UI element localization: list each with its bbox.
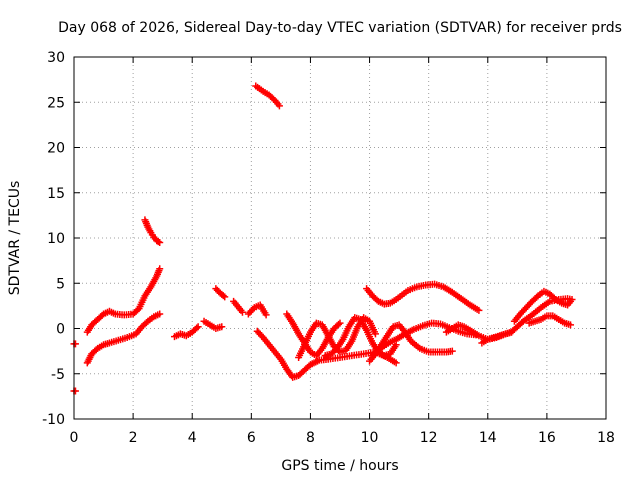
y-tick-label: 20 [47, 141, 65, 157]
series-s5 [141, 216, 164, 247]
series-s7 [200, 317, 226, 332]
series-s22 [510, 287, 575, 325]
data-point [156, 310, 164, 318]
data-point [567, 321, 575, 329]
series-s23 [525, 312, 575, 329]
series-s2 [70, 387, 79, 395]
series-s10 [244, 301, 270, 319]
data-point [567, 297, 575, 305]
x-axis-label: GPS time / hours [281, 458, 398, 474]
data-point [371, 330, 379, 338]
x-tick-label: 18 [597, 430, 615, 446]
data-point [221, 293, 229, 301]
data-point [193, 324, 201, 332]
series-s6 [170, 323, 202, 341]
grid [74, 57, 606, 419]
data-point [392, 359, 400, 367]
y-tick-label: 5 [56, 276, 65, 292]
plot-frame [73, 56, 607, 420]
data-point [238, 308, 246, 316]
data-point [219, 292, 227, 300]
data-point [475, 306, 483, 314]
series-s16 [363, 280, 483, 314]
series-s12 [253, 327, 400, 381]
data-point [71, 340, 79, 348]
x-tick-label: 8 [306, 430, 315, 446]
x-tick-label: 12 [420, 430, 438, 446]
data-point [71, 387, 79, 395]
x-tick-label: 14 [479, 430, 497, 446]
series-s4 [83, 265, 164, 336]
axis-ticks: 0 2 4 6 8 10 12 14 16 18 -10 -5 0 5 10 15 20 25 30 [42, 50, 615, 446]
x-tick-label: 10 [361, 430, 379, 446]
series-s3 [83, 310, 164, 367]
series-s9 [230, 297, 246, 316]
series-s14 [295, 314, 379, 361]
y-tick-label: 0 [56, 322, 65, 338]
y-tick-label: -10 [42, 412, 65, 428]
data-point [156, 265, 164, 273]
data-point [262, 311, 270, 319]
x-tick-label: 4 [188, 430, 197, 446]
y-tick-label: 30 [47, 50, 65, 66]
data-point [218, 323, 226, 331]
data-point [194, 323, 202, 331]
data-point [336, 319, 344, 327]
data-points [70, 82, 576, 395]
y-tick-label: 25 [47, 95, 65, 111]
series-s1 [70, 340, 79, 348]
data-point [448, 347, 456, 355]
chart-title: Day 068 of 2026, Sidereal Day-to-day VTE… [58, 20, 622, 36]
y-tick-label: -5 [51, 367, 65, 383]
series-s11 [252, 82, 283, 110]
data-point [154, 238, 162, 246]
series-s8 [212, 285, 229, 301]
y-tick-label: 15 [47, 186, 65, 202]
x-tick-label: 6 [247, 430, 256, 446]
data-point [275, 102, 283, 110]
y-tick-label: 10 [47, 231, 65, 247]
data-point [335, 320, 343, 328]
x-tick-label: 16 [538, 430, 556, 446]
y-axis-label: SDTVAR / TECUs [7, 181, 23, 296]
x-tick-label: 2 [129, 430, 138, 446]
x-tick-label: 0 [70, 430, 79, 446]
data-point [156, 239, 164, 247]
